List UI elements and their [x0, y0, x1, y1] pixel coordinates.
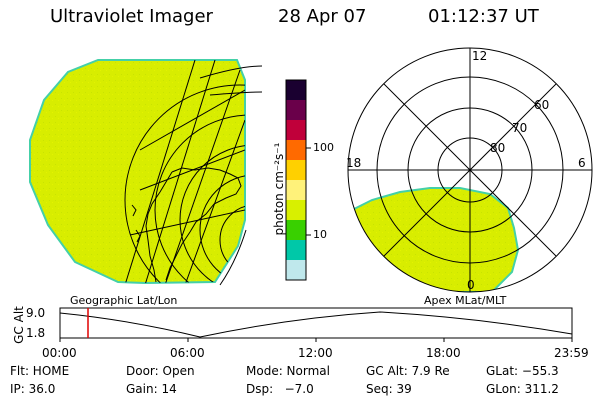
date-label: 28 Apr 07: [278, 6, 367, 27]
geo-emission-region: [29, 59, 246, 285]
status-ip: IP: 36.0: [10, 382, 56, 396]
mlt-label-18: 18: [346, 156, 362, 170]
mlt-label-0: 0: [467, 278, 475, 292]
colorbar-band: [286, 160, 306, 181]
colorbar-band: [286, 140, 306, 161]
altitude-xtick-4: 23:59: [554, 346, 589, 360]
right-panel-caption: Apex MLat/MLT: [424, 294, 507, 307]
status-gain: Gain: 14: [126, 382, 177, 396]
altitude-ytick-max: 9.0: [26, 306, 46, 320]
colorbar-band: [286, 180, 306, 201]
time-label: 01:12:37 UT: [428, 6, 539, 27]
altitude-ytick-min: 1.8: [26, 326, 46, 340]
status-gc-alt: GC Alt: 7.9 Re: [366, 364, 450, 378]
altitude-ylabel: GC Alt: [12, 306, 26, 344]
geo-grid: [124, 60, 245, 283]
status-dsp: Dsp: −7.0: [246, 382, 314, 396]
altitude-xtick-3: 18:00: [426, 346, 461, 360]
colorbar-band: [286, 220, 306, 241]
instrument-title: Ultraviolet Imager: [50, 6, 213, 27]
left-panel-caption: Geographic Lat/Lon: [70, 294, 178, 307]
altitude-curve: [59, 311, 573, 338]
colorbar-band: [286, 100, 306, 121]
status-mode: Mode: Normal: [246, 364, 330, 378]
colorbar-band: [286, 200, 306, 221]
altitude-xtick-0: 00:00: [42, 346, 77, 360]
colorbar-tick-10: 10: [313, 228, 327, 241]
status-glat: GLat: −55.3: [486, 364, 559, 378]
status-glon: GLon: 311.2: [486, 382, 559, 396]
status-seq: Seq: 39: [366, 382, 412, 396]
colorbar-band: [286, 80, 306, 101]
lat-label-70: 70: [512, 121, 528, 135]
mlt-label-6: 6: [578, 156, 586, 170]
colorbar-band: [286, 120, 306, 141]
altitude-xtick-2: 12:00: [298, 346, 333, 360]
lat-label-60: 60: [534, 98, 550, 112]
coastline: [145, 167, 242, 283]
colorbar-tick-100: 100: [313, 141, 334, 154]
colorbar-band: [286, 260, 306, 281]
mlt-label-12: 12: [472, 49, 488, 63]
altitude-xtick-1: 06:00: [170, 346, 205, 360]
status-flight: Flt: HOME: [10, 364, 70, 378]
lat-label-80: 80: [490, 141, 506, 155]
status-door: Door: Open: [126, 364, 195, 378]
colorbar-band: [286, 240, 306, 261]
